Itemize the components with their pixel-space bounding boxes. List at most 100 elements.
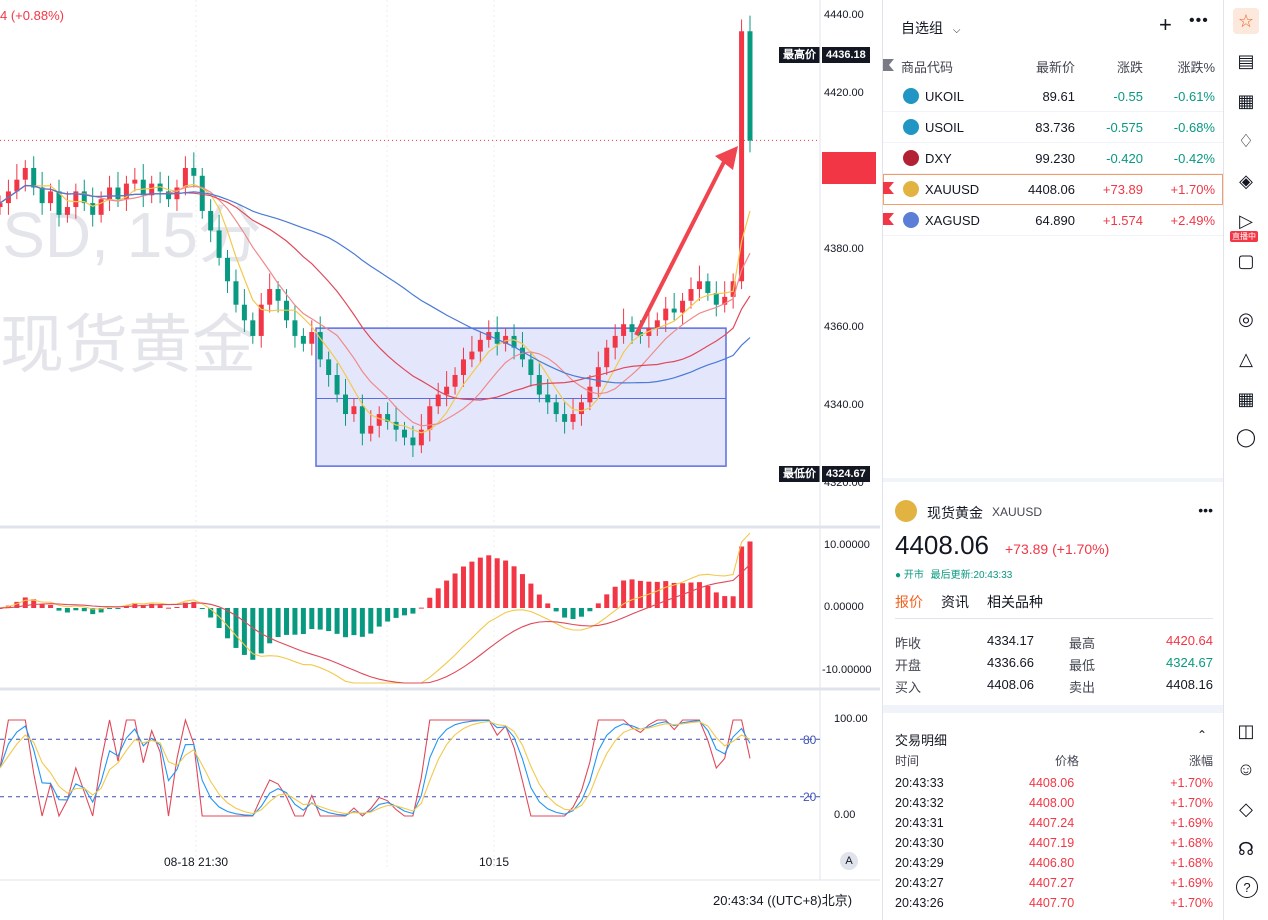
macd-bar [663, 581, 669, 608]
watchlist-change: +1.574 [1102, 213, 1143, 228]
macd-bar [646, 581, 652, 608]
macd-bar [503, 560, 509, 608]
trades-columns: 时间 价格 涨幅 [895, 752, 1213, 772]
macd-bar [275, 608, 281, 638]
watchlist-price: 64.890 [1035, 213, 1075, 228]
network-icon[interactable]: ◯ [1235, 426, 1257, 447]
watchlist-icon[interactable]: ☆ [1233, 8, 1259, 34]
watchlist-row[interactable]: DXY 99.230 -0.420 -0.42% [883, 143, 1223, 174]
watchlist-symbol: USOIL [925, 120, 965, 135]
auto-scale-button[interactable]: A [840, 852, 858, 870]
watchlist-row[interactable]: XAGUSD 64.890 +1.574 +2.49% [883, 205, 1223, 236]
candle-body [595, 367, 601, 387]
quote-value: 4336.66 [987, 655, 1034, 670]
flag-icon[interactable] [883, 182, 894, 194]
status-dot-icon: ● [895, 570, 902, 581]
trade-row: 20:43:32 4408.00 +1.70% [895, 796, 1213, 816]
macd-bar [722, 596, 728, 608]
tab-quote[interactable]: 报价 [895, 594, 923, 610]
headset-icon[interactable]: ☊ [1238, 838, 1254, 859]
macd-bar [182, 602, 188, 608]
macd-bar [553, 608, 559, 612]
live-video-icon[interactable]: ▷ [1239, 210, 1253, 231]
macd-bar [578, 608, 584, 617]
macd-bar [680, 583, 686, 608]
watchlist-pct: -0.68% [1173, 120, 1215, 135]
macd-bar [385, 608, 391, 622]
quote-label-2: 最高 [1069, 636, 1096, 651]
watchlist-price: 89.61 [1042, 89, 1075, 104]
macd-bar [241, 608, 247, 655]
tab-news[interactable]: 资讯 [941, 594, 969, 610]
detail-more-icon[interactable]: ••• [1198, 502, 1213, 518]
col-change[interactable]: 涨跌 [1116, 60, 1143, 75]
collapse-icon[interactable]: ⌃ [1197, 728, 1208, 742]
more-icon[interactable]: ••• [1189, 12, 1209, 29]
watchlist-price: 99.230 [1035, 151, 1075, 166]
candle-body [444, 386, 450, 395]
col-symbol[interactable]: 商品代码 [901, 60, 954, 75]
watchlist-change: -0.420 [1106, 151, 1143, 166]
trade-pct: +1.70% [1170, 896, 1213, 910]
target-icon[interactable]: ◎ [1238, 308, 1254, 329]
macd-bar [90, 608, 96, 615]
candle-body [637, 332, 643, 336]
handshake-icon[interactable]: ◇ [1239, 798, 1253, 819]
chat-icon[interactable]: ▢ [1237, 250, 1255, 271]
dom-icon[interactable]: ◫ [1237, 720, 1255, 741]
trade-col-pct: 涨幅 [1188, 754, 1213, 768]
candle-body [503, 335, 509, 344]
macd-bar [562, 608, 568, 618]
candle-body [578, 402, 584, 415]
macd-bar [309, 608, 315, 630]
macd-bar [267, 608, 273, 644]
macd-bar [621, 580, 627, 608]
col-price[interactable]: 最新价 [1035, 60, 1075, 75]
alert-bell-icon[interactable]: ♢ [1237, 130, 1255, 151]
watchlist-row[interactable]: UKOIL 89.61 -0.55 -0.61% [883, 81, 1223, 112]
candle-body [747, 31, 753, 141]
tab-related[interactable]: 相关品种 [987, 594, 1043, 610]
education-icon[interactable]: △ [1239, 348, 1253, 369]
macd-bar [64, 608, 70, 613]
quote-value: 4334.17 [987, 633, 1034, 648]
macd-bar [343, 608, 349, 638]
watchlist-change: -0.55 [1113, 89, 1143, 104]
trade-price: 4408.06 [1029, 776, 1075, 790]
layers-icon[interactable]: ◈ [1239, 170, 1253, 191]
add-symbol-icon[interactable]: + [1159, 12, 1172, 37]
flag-icon[interactable] [883, 213, 894, 225]
candle-body [680, 300, 686, 313]
trade-time: 20:43:30 [895, 836, 944, 850]
watchlist-row[interactable]: USOIL 83.736 -0.575 -0.68% [883, 112, 1223, 143]
candle-body [477, 339, 483, 352]
candle-body [376, 414, 382, 426]
watchlist-title-button[interactable]: 自选组 ⌵ [901, 18, 960, 38]
calendar-icon[interactable]: ▦ [1237, 90, 1255, 111]
price-tick: 4380.00 [824, 243, 864, 255]
macd-bar [31, 599, 37, 608]
candle-body [612, 335, 618, 348]
col-pct[interactable]: 涨跌% [1177, 60, 1215, 75]
candle-body [216, 230, 222, 258]
macd-bar [536, 594, 542, 608]
chart-change-text: 4 (+0.88%) [0, 8, 64, 23]
watchlist-row[interactable]: XAUUSD 4408.06 +73.89 +1.70% [883, 174, 1223, 205]
macd-bar [166, 607, 172, 609]
candle-body [39, 187, 45, 204]
candle-body [629, 324, 635, 333]
help-icon[interactable]: ? [1236, 876, 1258, 898]
quote-label-2: 最低 [1069, 658, 1096, 673]
candle-body [511, 335, 517, 348]
grid-icon[interactable]: ▦ [1237, 388, 1255, 409]
news-icon[interactable]: ▤ [1237, 50, 1255, 71]
candle-body [267, 289, 273, 305]
panel-divider [883, 478, 1223, 482]
candle-body [359, 406, 365, 434]
robot-icon[interactable]: ☺ [1236, 758, 1256, 779]
macd-bar [48, 605, 54, 608]
candle-body [351, 406, 357, 415]
macd-bar [334, 608, 340, 634]
quote-value: 4408.06 [987, 677, 1034, 692]
chart-area[interactable]: 4 (+0.88%) USD, 15分 现货黄金 4440.004420.004… [0, 0, 880, 920]
